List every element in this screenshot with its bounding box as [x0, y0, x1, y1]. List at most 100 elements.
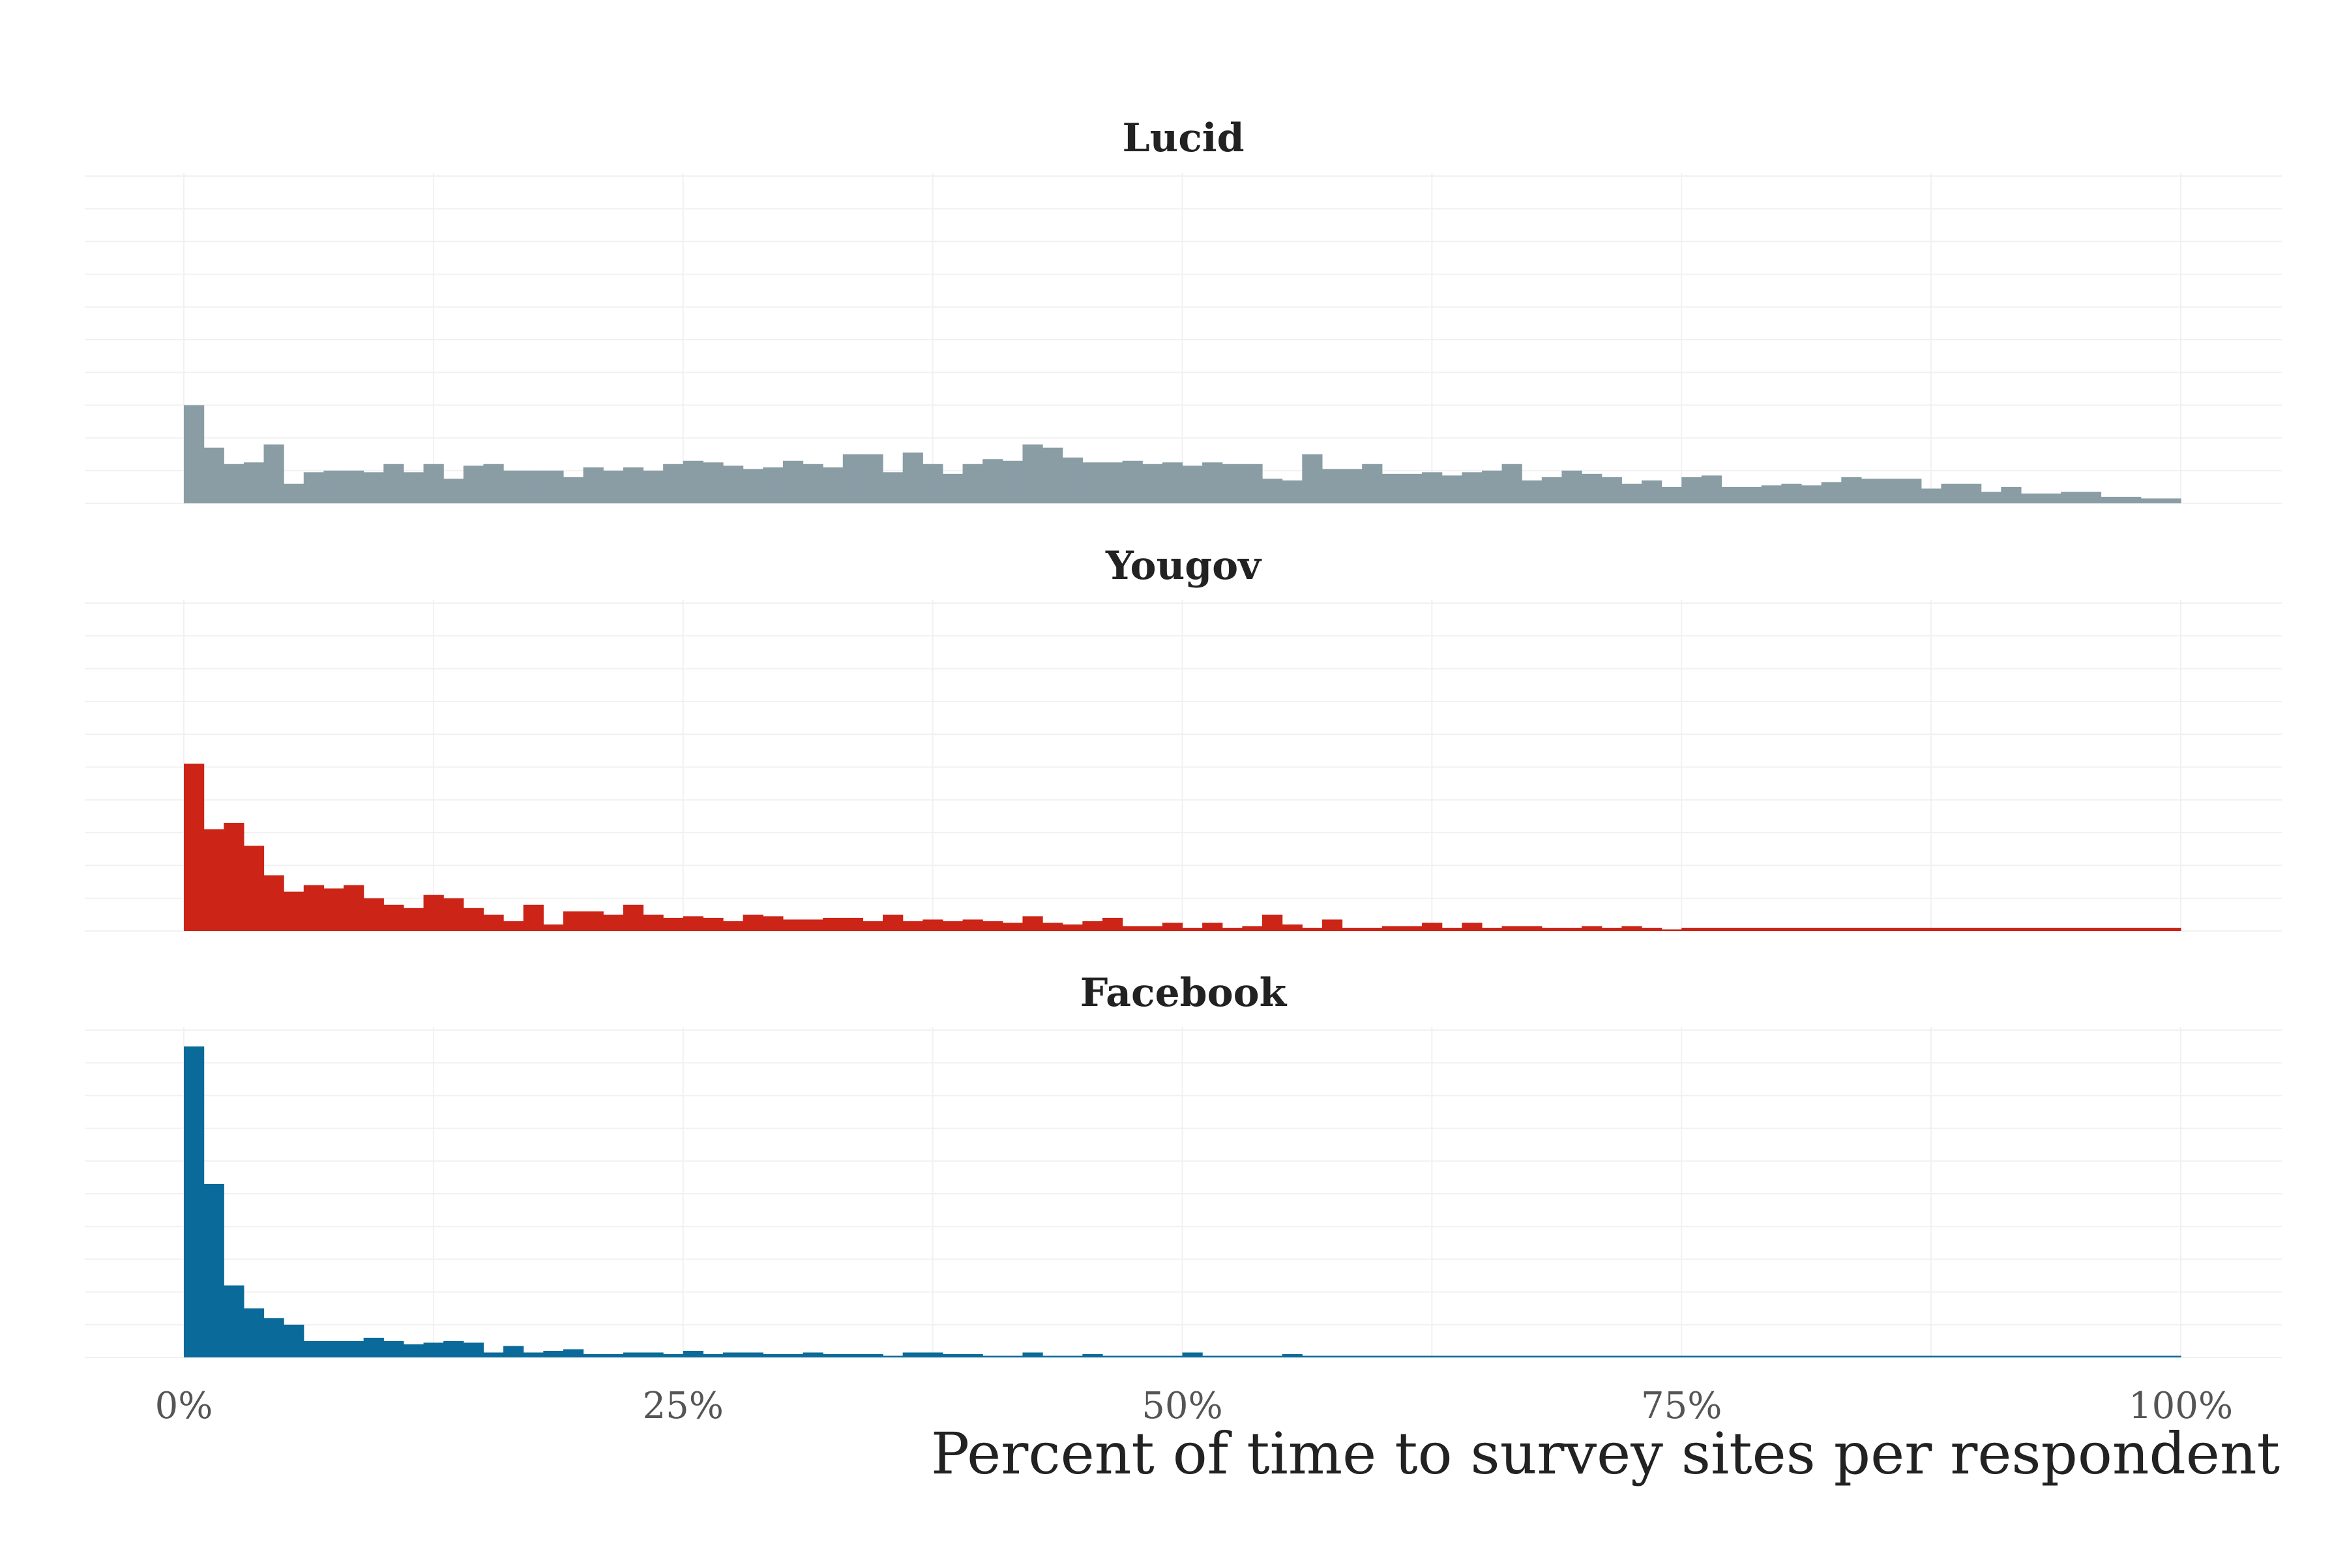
histogram-bar-yougov [803, 919, 823, 931]
histogram-bar-facebook [1721, 1355, 1742, 1357]
histogram-bar-lucid [1541, 477, 1563, 503]
histogram-bar-lucid [1182, 466, 1203, 503]
histogram-bar-lucid [1162, 462, 1183, 503]
histogram-bar-lucid [923, 464, 943, 503]
histogram-bar-facebook [603, 1354, 624, 1357]
histogram-bar-lucid [2101, 496, 2121, 503]
histogram-bar-yougov [1302, 927, 1323, 931]
histogram-bar-lucid [1601, 477, 1622, 503]
histogram-bar-lucid [1242, 464, 1263, 503]
histogram-bar-facebook [583, 1354, 604, 1357]
histogram-bar-lucid [1781, 483, 1802, 503]
histogram-bar-facebook [403, 1344, 424, 1357]
histogram-bar-lucid [1002, 460, 1024, 503]
histogram-bar-yougov [2161, 927, 2181, 931]
histogram-bar-facebook [423, 1342, 444, 1357]
histogram-bar-yougov [423, 895, 444, 931]
histogram-bar-facebook [1861, 1355, 1882, 1357]
histogram-bar-yougov [1621, 926, 1642, 931]
histogram-bar-facebook [1242, 1355, 1263, 1357]
histogram-bar-lucid [284, 483, 304, 503]
histogram-bar-yougov [782, 919, 804, 931]
histogram-bar-facebook [962, 1354, 983, 1357]
histogram-bar-facebook [982, 1355, 1003, 1357]
histogram-bar-lucid [543, 470, 564, 503]
histogram-bar-yougov [1921, 927, 1942, 931]
histogram-bar-yougov [1781, 927, 1802, 931]
histogram-bar-facebook [1941, 1355, 1962, 1357]
histogram-bar-lucid [1441, 475, 1462, 503]
histogram-bar-yougov [1561, 927, 1582, 931]
histogram-bar-facebook [363, 1337, 384, 1357]
histogram-bar-facebook [1062, 1355, 1083, 1357]
histogram-bar-yougov [1582, 926, 1602, 931]
histogram-bar-facebook [1801, 1355, 1822, 1357]
histogram-bar-facebook [344, 1340, 364, 1357]
histogram-bar-yougov [184, 763, 205, 931]
histogram-bar-facebook [1661, 1355, 1682, 1357]
histogram-bar-facebook [2101, 1355, 2121, 1357]
histogram-bar-lucid [1821, 482, 1842, 503]
histogram-bar-facebook [1381, 1355, 1403, 1357]
histogram-bar-yougov [543, 924, 564, 931]
histogram-bar-yougov [2080, 927, 2102, 931]
histogram-bar-yougov [982, 921, 1003, 931]
histogram-bar-yougov [1941, 927, 1962, 931]
histogram-bar-facebook [1561, 1355, 1582, 1357]
histogram-bar-yougov [1262, 914, 1283, 931]
histogram-bar-lucid [2080, 492, 2102, 503]
histogram-bar-facebook [1641, 1355, 1662, 1357]
histogram-bar-facebook [1262, 1355, 1283, 1357]
histogram-bar-lucid [1641, 480, 1662, 503]
histogram-bar-yougov [1042, 923, 1063, 931]
histogram-bar-facebook [383, 1340, 404, 1357]
histogram-bar-yougov [823, 917, 844, 931]
histogram-bar-yougov [263, 875, 284, 931]
histogram-bar-lucid [1621, 483, 1642, 503]
histogram-bar-facebook [1002, 1355, 1024, 1357]
histogram-bar-lucid [982, 459, 1003, 503]
histogram-bar-facebook [1282, 1354, 1303, 1357]
histogram-bar-lucid [2020, 493, 2042, 503]
histogram-bar-yougov [1462, 923, 1483, 931]
histogram-bar-facebook [763, 1354, 784, 1357]
histogram-bar-yougov [2101, 927, 2121, 931]
histogram-bar-facebook [224, 1285, 244, 1357]
histogram-bar-facebook [902, 1352, 923, 1357]
histogram-bar-facebook [1481, 1355, 1503, 1357]
histogram-bar-lucid [2001, 486, 2022, 503]
histogram-bar-lucid [1142, 464, 1163, 503]
histogram-bar-yougov [663, 917, 684, 931]
histogram-bar-facebook [523, 1352, 544, 1357]
histogram-bar-yougov [1222, 927, 1243, 931]
histogram-bar-yougov [1761, 927, 1782, 931]
histogram-bar-yougov [962, 919, 983, 931]
histogram-bar-lucid [863, 454, 883, 503]
histogram-bar-lucid [743, 469, 763, 503]
histogram-bar-lucid [184, 405, 205, 503]
histogram-bar-yougov [1282, 924, 1303, 931]
histogram-bar-lucid [483, 464, 504, 503]
histogram-bar-lucid [1262, 479, 1283, 503]
histogram-bar-facebook [1541, 1355, 1563, 1357]
histogram-bar-facebook [284, 1324, 304, 1357]
histogram-bar-lucid [723, 466, 744, 503]
histogram-bar-lucid [1282, 480, 1303, 503]
histogram-bar-facebook [563, 1349, 584, 1357]
histogram-bar-facebook [683, 1350, 703, 1357]
histogram-bar-lucid [1801, 485, 1822, 503]
histogram-bar-lucid [603, 470, 624, 503]
histogram-bar-facebook [1042, 1355, 1063, 1357]
histogram-bar-yougov [203, 829, 224, 931]
histogram-bar-yougov [403, 908, 424, 931]
histogram-bar-lucid [1761, 485, 1782, 503]
histogram-bar-facebook [643, 1352, 664, 1357]
histogram-bar-yougov [1002, 923, 1024, 931]
histogram-bar-lucid [503, 470, 524, 503]
histogram-bar-yougov [1481, 927, 1503, 931]
histogram-bar-yougov [1162, 923, 1183, 931]
histogram-bar-facebook [663, 1354, 684, 1357]
histogram-bar-lucid [1321, 469, 1343, 503]
histogram-bar-lucid [443, 479, 464, 503]
histogram-bar-lucid [763, 467, 784, 503]
